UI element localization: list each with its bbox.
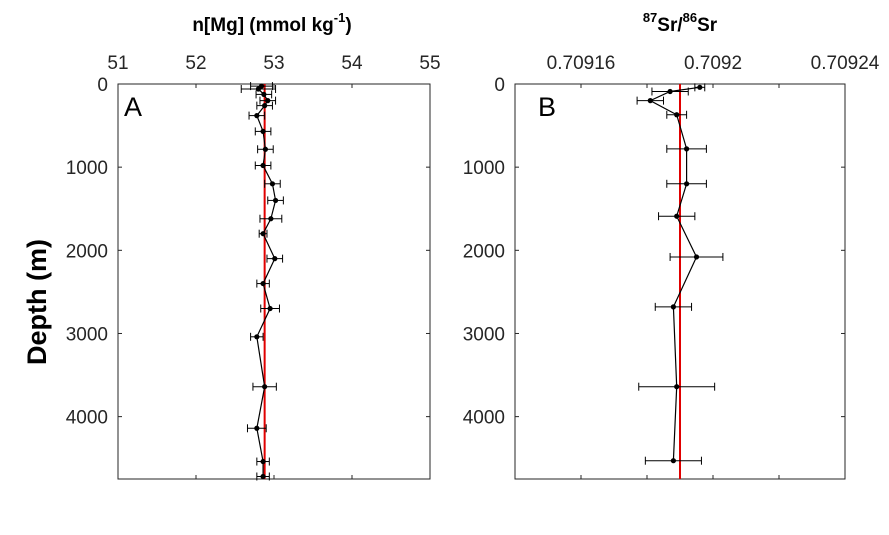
panel-b-data-point [693,254,700,260]
panel-a-data-point [272,256,278,262]
panel-b-series-line [648,86,700,461]
panel-a-xtick-label: 55 [419,53,440,74]
panel-b-data-point [697,84,703,90]
panel-a-data-point [267,305,273,312]
panel-b-data-point [674,384,680,390]
panel-a-data-point [261,91,267,97]
panel-a-ytick-label: 0 [97,75,108,96]
panel-a-data-point [262,384,268,390]
panel-a-ytick-label: 1000 [66,158,108,179]
panel-b-plot: 0.70916 0.7092 0.70924 0 1000 2000 3000 4000 [463,53,880,480]
panel-a-ytick-label: 4000 [66,408,108,429]
panel-b-data-point [684,181,690,187]
panel-b-x-title: 87Sr/86Sr [643,10,718,36]
panel-b-title-mid: Sr/ [657,15,683,36]
panel-b-title-sup2: 86 [683,10,697,25]
panel-a-data-point [260,162,266,169]
panel-a-title-tail: ) [345,15,351,36]
panel-a-data-point [260,231,266,237]
panel-a-data-point [260,458,266,465]
panel-a-data-point [272,197,279,204]
panel-a-data-point [265,98,271,104]
panel-a-data-point [260,473,266,480]
panel-a-data-point [254,425,260,431]
panel-b-data-point [674,213,680,219]
panel-a-x-title: n[Mg] (mmol kg-1) [192,10,351,36]
panel-a-data-point [254,334,260,340]
panel-b-label: B [538,92,556,122]
panel-b-xtick-label: 0.70924 [811,53,880,74]
panel-a-data-point [260,128,266,134]
panel-b-data-point [684,146,690,152]
panel-b-data-point [674,112,680,118]
panel-b-ytick-label: 3000 [463,324,505,345]
panel-a-label: A [124,92,142,122]
panel-a-xtick-label: 52 [185,53,206,74]
panel-a-ytick-label: 3000 [66,324,108,345]
panel-a-data-point [262,103,268,109]
panel-a-title-sup: -1 [334,10,346,25]
panel-a-frame [117,83,431,480]
panel-a-plot: 51 52 53 54 55 0 1000 2000 3000 4000 [66,53,441,481]
panel-b-title-tail: Sr [697,15,718,36]
panel-a-data-point [268,216,274,222]
panel-a-data-point [255,86,261,92]
panel-a-xtick-label: 51 [107,53,128,74]
panel-b: 87Sr/86Sr 0.70916 0.7092 0.70924 0 1000 2000 3… [463,10,880,480]
panel-a-xtick-label: 54 [341,53,363,74]
panel-b-ytick-label: 2000 [463,241,505,262]
panel-b-ytick-label: 0 [494,75,505,96]
panel-b-xtick-label: 0.70916 [547,53,616,74]
panel-a-title-main: n[Mg] (mmol kg [192,15,333,36]
panel-a-series-line [256,85,277,477]
y-axis-label: Depth (m) [22,239,52,365]
panel-a-data-point [260,280,266,287]
panel-b-ytick-label: 1000 [463,158,505,179]
panel-b-data-point [670,458,677,464]
panel-b-title-sup1: 87 [643,10,657,25]
panel-a: n[Mg] (mmol kg-1) 51 52 53 54 55 0 1000 2000 300… [66,10,441,481]
panel-a-xtick-label: 53 [263,53,284,74]
panel-b-xtick-label: 0.7092 [684,53,742,74]
panel-b-data-point [670,304,677,310]
panel-a-data-point [254,113,260,119]
panel-b-data-point [667,88,673,95]
panel-a-data-point [269,181,276,187]
panel-a-ytick-label: 2000 [66,241,108,262]
panel-a-data-point [262,146,269,152]
panel-b-data-point [647,98,653,104]
panel-b-ytick-label: 4000 [463,408,505,429]
